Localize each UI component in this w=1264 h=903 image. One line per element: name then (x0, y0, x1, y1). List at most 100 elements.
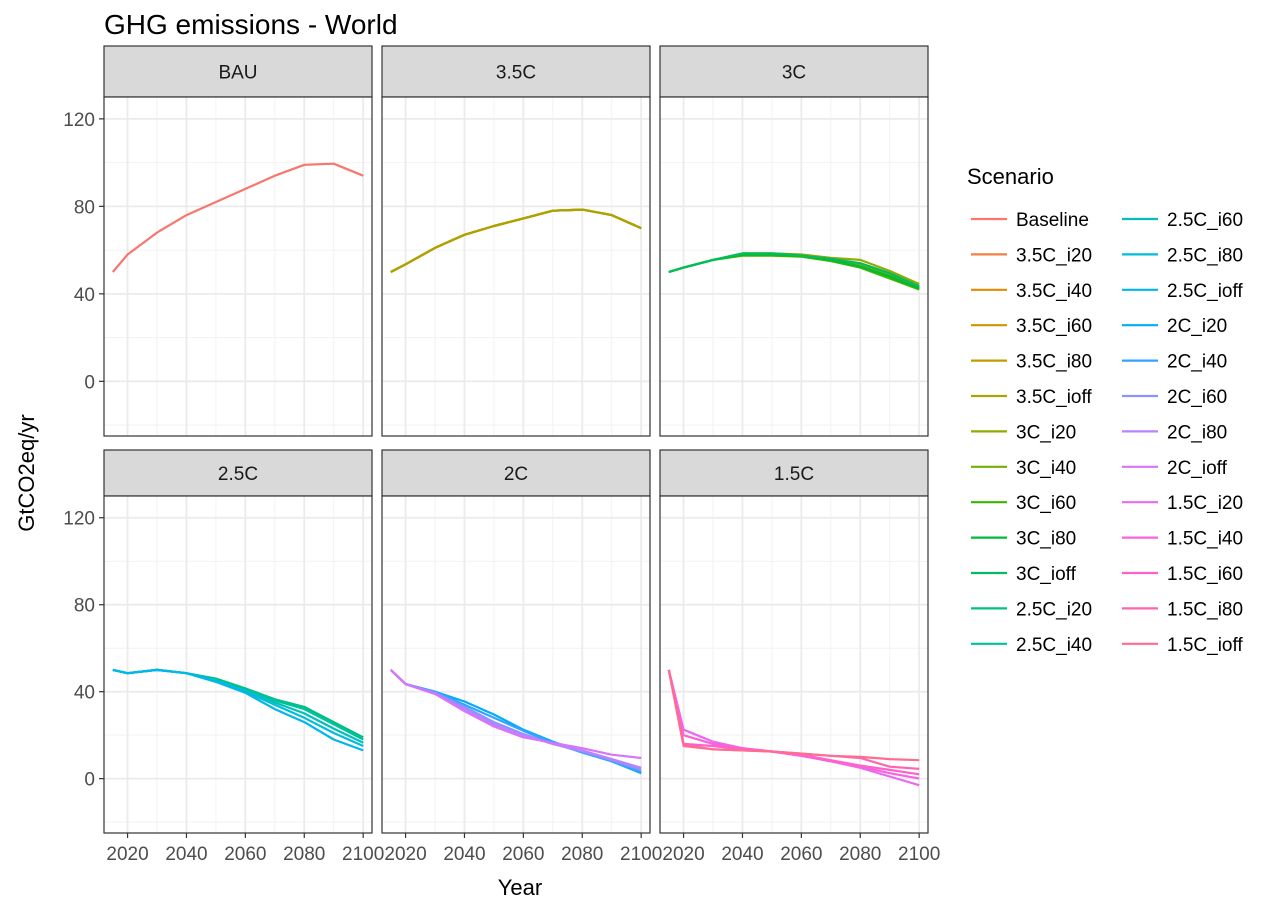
legend-label: 3.5C_i20 (1016, 245, 1092, 266)
plot-background (104, 496, 372, 833)
x-tick-label: 2020 (662, 844, 704, 865)
gridlines (382, 496, 650, 833)
legend-label: 3C_i40 (1016, 458, 1076, 479)
plot-background (382, 97, 650, 436)
x-axis-label: Year (498, 875, 542, 900)
plot-background (660, 97, 928, 436)
legend-label: 1.5C_i40 (1167, 529, 1243, 550)
legend-entry: 3.5C_i80 (971, 352, 1092, 373)
legend-label: 3C_i60 (1016, 493, 1076, 514)
legend-entry: 3C_i20 (971, 422, 1076, 443)
facet-strip-label: 2C (504, 464, 528, 485)
legend-label: 2C_i20 (1167, 316, 1227, 337)
legend-entry: 3C_i80 (971, 529, 1076, 550)
legend-entry: 2.5C_ioff (1122, 281, 1243, 302)
panel-border (381, 495, 651, 834)
legend-label: 3.5C_ioff (1016, 387, 1092, 408)
legend-entry: 3.5C_i60 (971, 316, 1092, 337)
legend-label: 2.5C_i20 (1016, 599, 1092, 620)
legend-entry: 2C_i80 (1122, 422, 1227, 443)
x-tick-label: 2100 (342, 844, 384, 865)
legend-entry: 3.5C_i40 (971, 281, 1092, 302)
legend-label: 1.5C_i20 (1167, 493, 1243, 514)
facet-panel: 2.5C 0 40 80 120 2020 2040 2060 2080 2100 (63, 449, 384, 865)
legend-entries: Baseline 3.5C_i20 3.5C_i40 3.5C_i60 3.5C_i80… (971, 210, 1243, 656)
legend-label: 1.5C_i80 (1167, 599, 1243, 620)
legend-entry: 3.5C_ioff (971, 387, 1092, 408)
legend-entry: 2C_i20 (1122, 316, 1227, 337)
x-tick-label: 2040 (721, 844, 763, 865)
legend-label: 3C_i80 (1016, 529, 1076, 550)
legend-entry: 2.5C_i40 (971, 635, 1092, 656)
legend-entry: 2.5C_i20 (971, 599, 1092, 620)
legend: Scenario Baseline 3.5C_i20 3.5C_i40 3.5C_i6… (967, 164, 1243, 656)
gridlines (382, 97, 650, 436)
legend-label: 2C_ioff (1167, 458, 1228, 479)
x-tick-label: 2060 (780, 844, 822, 865)
legend-label: 2.5C_i40 (1016, 635, 1092, 656)
y-tick-label: 80 (74, 596, 95, 617)
series-lines (111, 162, 364, 273)
series-lines (667, 669, 920, 787)
facet-strip-label: 3C (782, 63, 806, 84)
y-tick-label: 0 (84, 372, 95, 393)
legend-label: 3C_i20 (1016, 422, 1076, 443)
legend-label: 3C_ioff (1016, 564, 1077, 585)
legend-entry: 1.5C_i80 (1122, 599, 1243, 620)
x-tick-label: 2100 (620, 844, 662, 865)
series-lines (390, 669, 642, 775)
facet-strip-label: BAU (218, 63, 257, 84)
x-tick-label: 2060 (224, 844, 266, 865)
legend-label: 2.5C_i60 (1167, 210, 1243, 231)
legend-label: 2C_i40 (1167, 352, 1227, 373)
y-tick-label: 120 (63, 110, 95, 131)
x-tick-label: 2100 (898, 844, 940, 865)
facet-panel: BAU 0 40 80 120 (63, 45, 373, 437)
legend-label: 2.5C_ioff (1167, 281, 1243, 302)
panel-border (381, 96, 651, 437)
x-tick-label: 2040 (443, 844, 485, 865)
plot-background (660, 496, 928, 833)
y-tick-label: 120 (63, 509, 95, 530)
series-line-3.5C_ioff (390, 208, 642, 273)
legend-title: Scenario (967, 164, 1054, 189)
plot-background (382, 496, 650, 833)
facet-panel: 1.5C 2020 2040 2060 2080 2100 (659, 449, 940, 865)
legend-entry: 3C_i60 (971, 493, 1076, 514)
legend-entry: 2C_i60 (1122, 387, 1227, 408)
legend-entry: 1.5C_i60 (1122, 564, 1243, 585)
x-tick-label: 2080 (839, 844, 881, 865)
legend-label: 2C_i60 (1167, 387, 1227, 408)
legend-entry: 1.5C_i40 (1122, 529, 1243, 550)
facet-strip-label: 3.5C (496, 63, 536, 84)
facet-strip (381, 45, 651, 98)
facet-strip (381, 449, 651, 497)
legend-entry: 3.5C_i20 (971, 245, 1092, 266)
x-tick-label: 2080 (283, 844, 325, 865)
facet-strip (103, 45, 373, 98)
legend-label: 3.5C_i40 (1016, 281, 1092, 302)
panel-border (103, 96, 373, 437)
gridlines (104, 496, 372, 833)
chart-title: GHG emissions - World (104, 9, 398, 40)
x-tick-label: 2080 (561, 844, 603, 865)
legend-label: 1.5C_ioff (1167, 635, 1243, 656)
series-lines (112, 668, 364, 752)
facet-strip-label: 1.5C (774, 464, 814, 485)
y-tick-label: 40 (74, 683, 95, 704)
legend-entry: 3C_ioff (971, 564, 1077, 585)
facet-strip (659, 449, 929, 497)
series-line-2C_ioff (390, 669, 642, 760)
x-tick-label: 2040 (165, 844, 207, 865)
facet-strip (103, 449, 373, 497)
y-tick-label: 0 (84, 770, 95, 791)
x-tick-label: 2020 (106, 844, 148, 865)
plot-background (104, 97, 372, 436)
facet-panel: 3C (659, 45, 929, 437)
facet-strip (659, 45, 929, 98)
series-line-Baseline (111, 162, 364, 273)
panel-border (659, 495, 929, 834)
facet-panels: BAU 0 40 80 120 3.5C 3C 2.5C 0 40 80 120 2020 2040 206… (63, 45, 940, 865)
x-tick-label: 2060 (502, 844, 544, 865)
